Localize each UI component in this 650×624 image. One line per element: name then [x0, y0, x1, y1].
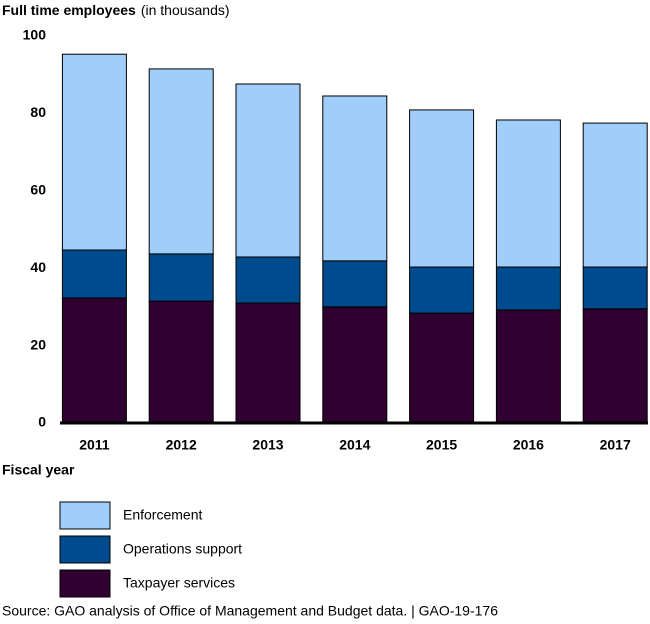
bar-segment — [235, 302, 301, 424]
x-tick-label: 2011 — [79, 437, 110, 453]
bar-segment — [322, 260, 388, 308]
y-tick-label: 80 — [30, 104, 46, 120]
bar-segment — [582, 122, 648, 268]
legend-swatch — [59, 569, 111, 598]
x-tick-label: 2012 — [166, 437, 197, 453]
bar-segment — [582, 308, 648, 424]
legend-label: Enforcement — [123, 507, 202, 523]
legend-label: Operations support — [123, 541, 242, 557]
bar-segment — [61, 297, 127, 424]
x-tick-label: 2014 — [339, 437, 370, 453]
x-tick-label: 2015 — [426, 437, 457, 453]
bar-segment — [495, 266, 561, 311]
bar-segment — [409, 109, 475, 268]
y-tick-label: 100 — [23, 27, 47, 43]
legend-swatch — [59, 535, 111, 564]
x-tick-label: 2017 — [600, 437, 631, 453]
legend-swatch — [59, 501, 111, 530]
bar-segment — [61, 53, 127, 251]
bar-segment — [235, 256, 301, 304]
bar-segment — [322, 95, 388, 262]
chart-subtitle: (in thousands) — [141, 2, 230, 18]
bar-segment — [61, 249, 127, 299]
bar-segment — [148, 253, 214, 302]
chart-title-line: Full time employees (in thousands) — [2, 2, 230, 18]
bar-segment — [495, 309, 561, 424]
bar-segment — [148, 300, 214, 424]
y-tick-label: 60 — [30, 182, 46, 198]
x-tick-label: 2016 — [513, 437, 544, 453]
bar-segment — [322, 306, 388, 424]
bar-segment — [148, 68, 214, 255]
y-tick-label: 0 — [38, 414, 46, 430]
bar-segment — [235, 83, 301, 258]
chart-title: Full time employees — [2, 2, 136, 18]
y-tick-label: 40 — [30, 259, 46, 275]
bar-segment — [495, 119, 561, 268]
y-tick-label: 20 — [30, 336, 46, 352]
x-tick-label: 2013 — [252, 437, 283, 453]
bar-segment — [409, 266, 475, 314]
legend-label: Taxpayer services — [123, 575, 235, 591]
x-axis-label: Fiscal year — [2, 462, 75, 478]
bar-segment — [409, 312, 475, 424]
bar-segment — [582, 266, 648, 310]
source-note: Source: GAO analysis of Office of Manage… — [2, 603, 498, 619]
